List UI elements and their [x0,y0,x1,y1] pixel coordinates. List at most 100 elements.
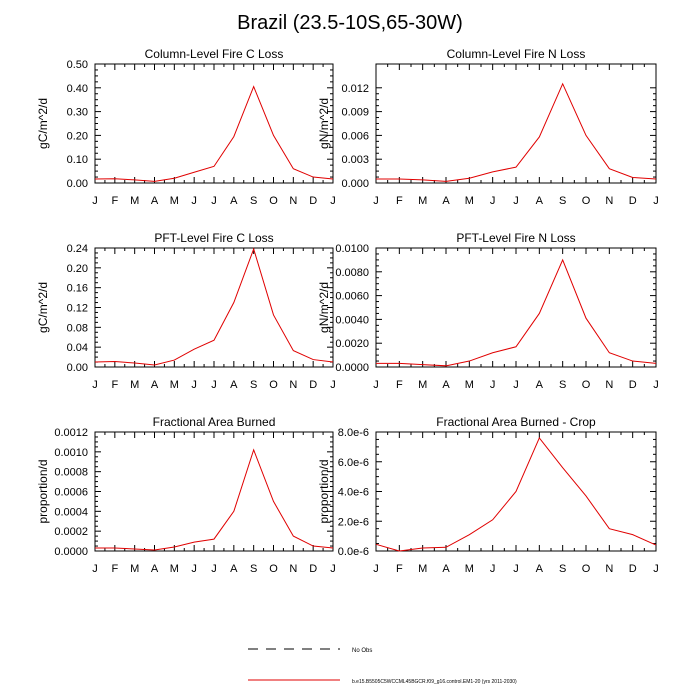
x-tick-label: J [211,195,217,207]
x-tick-label: O [269,195,278,207]
y-tick-label: 0.40 [67,83,88,95]
y-tick-label: 0.10 [67,154,88,166]
y-tick-label: 6.0e-6 [338,457,369,469]
y-tick-label: 0.50 [67,59,88,71]
x-tick-label: J [191,563,197,575]
y-tick-label: 0.0060 [335,291,369,303]
x-tick-label: J [373,195,379,207]
x-tick-label: A [536,195,544,207]
x-tick-label: J [211,379,217,391]
x-tick-label: A [151,195,159,207]
x-tick-label: M [170,379,179,391]
x-tick-label: J [330,563,336,575]
series-line-model [376,82,657,182]
y-tick-label: 0.0040 [335,314,369,326]
y-tick-label: 0.0100 [335,243,369,255]
series-line-model [95,448,334,551]
y-axis-label: proportion/d [36,459,50,523]
y-axis-label: gC/m^2/d [36,282,50,333]
x-tick-label: S [250,195,257,207]
x-tick-label: A [442,379,450,391]
x-tick-label: S [559,379,566,391]
x-tick-label: A [442,195,450,207]
x-tick-label: M [465,195,474,207]
x-tick-label: A [151,379,159,391]
x-tick-label: J [513,379,519,391]
x-tick-label: J [653,563,659,575]
chart-title: Fractional Area Burned [153,415,276,429]
x-tick-label: F [396,379,403,391]
x-tick-label: F [111,379,118,391]
y-tick-label: 2.0e-6 [338,516,369,528]
x-tick-label: D [309,379,317,391]
x-tick-label: A [442,563,450,575]
x-tick-label: S [559,563,566,575]
chart-title: PFT-Level Fire N Loss [456,231,575,245]
x-tick-label: F [396,563,403,575]
chart-title: PFT-Level Fire C Loss [154,231,273,245]
y-tick-label: 0.000 [341,178,369,190]
x-tick-label: J [92,195,98,207]
series-line-model [94,85,334,182]
y-axis-label: gN/m^2/d [317,98,331,149]
x-tick-label: M [465,563,474,575]
y-tick-label: 0.08 [67,322,88,334]
x-tick-label: J [490,195,496,207]
y-tick-label: 0.0000 [335,362,369,374]
y-axis-label: gC/m^2/d [36,98,50,149]
x-tick-label: S [559,195,566,207]
y-axis-label: proportion/d [317,459,331,523]
y-tick-label: 0.009 [341,107,369,119]
x-tick-label: M [465,379,474,391]
y-tick-label: 0.00 [67,362,88,374]
x-tick-label: N [605,379,613,391]
x-tick-label: S [250,563,257,575]
x-tick-label: S [250,379,257,391]
legend: No Obs b.e15.B5505C5WCCML45BGCR.f09_g16.… [248,648,517,685]
x-tick-label: O [582,195,591,207]
x-tick-label: J [653,379,659,391]
x-tick-label: O [269,379,278,391]
x-tick-label: F [111,195,118,207]
x-tick-label: O [582,379,591,391]
x-tick-label: J [330,195,336,207]
x-tick-label: J [373,379,379,391]
y-tick-label: 0.0012 [54,427,88,439]
y-tick-label: 0.20 [67,263,88,275]
y-tick-label: 0.12 [67,303,88,315]
x-tick-label: M [170,563,179,575]
x-tick-label: D [629,563,637,575]
y-tick-label: 0.0080 [335,267,369,279]
x-tick-label: A [536,379,544,391]
legend-obs-label: No Obs [352,648,372,654]
page-title: Brazil (23.5-10S,65-30W) [237,12,463,34]
x-tick-label: M [418,379,427,391]
x-tick-label: M [170,195,179,207]
x-tick-label: J [490,563,496,575]
y-tick-label: 0.0002 [54,526,88,538]
y-tick-label: 0.0008 [54,467,88,479]
x-tick-label: J [330,379,336,391]
x-tick-label: J [513,563,519,575]
x-tick-label: J [211,563,217,575]
x-tick-label: A [230,195,238,207]
x-tick-label: D [629,379,637,391]
chart-title: Fractional Area Burned - Crop [436,415,596,429]
x-tick-label: F [396,195,403,207]
x-tick-label: O [269,563,278,575]
x-tick-label: N [605,563,613,575]
series-line-model [376,258,657,367]
chart-title: Column-Level Fire N Loss [447,47,586,61]
x-tick-label: N [289,379,297,391]
x-tick-label: J [653,195,659,207]
x-tick-label: O [582,563,591,575]
x-tick-label: F [111,563,118,575]
x-tick-label: J [191,379,197,391]
x-tick-label: J [92,563,98,575]
chart-panel-6: Fractional Area Burned - Crop proportion/… [317,415,659,575]
plot-frame [375,63,657,184]
x-tick-label: A [230,563,238,575]
